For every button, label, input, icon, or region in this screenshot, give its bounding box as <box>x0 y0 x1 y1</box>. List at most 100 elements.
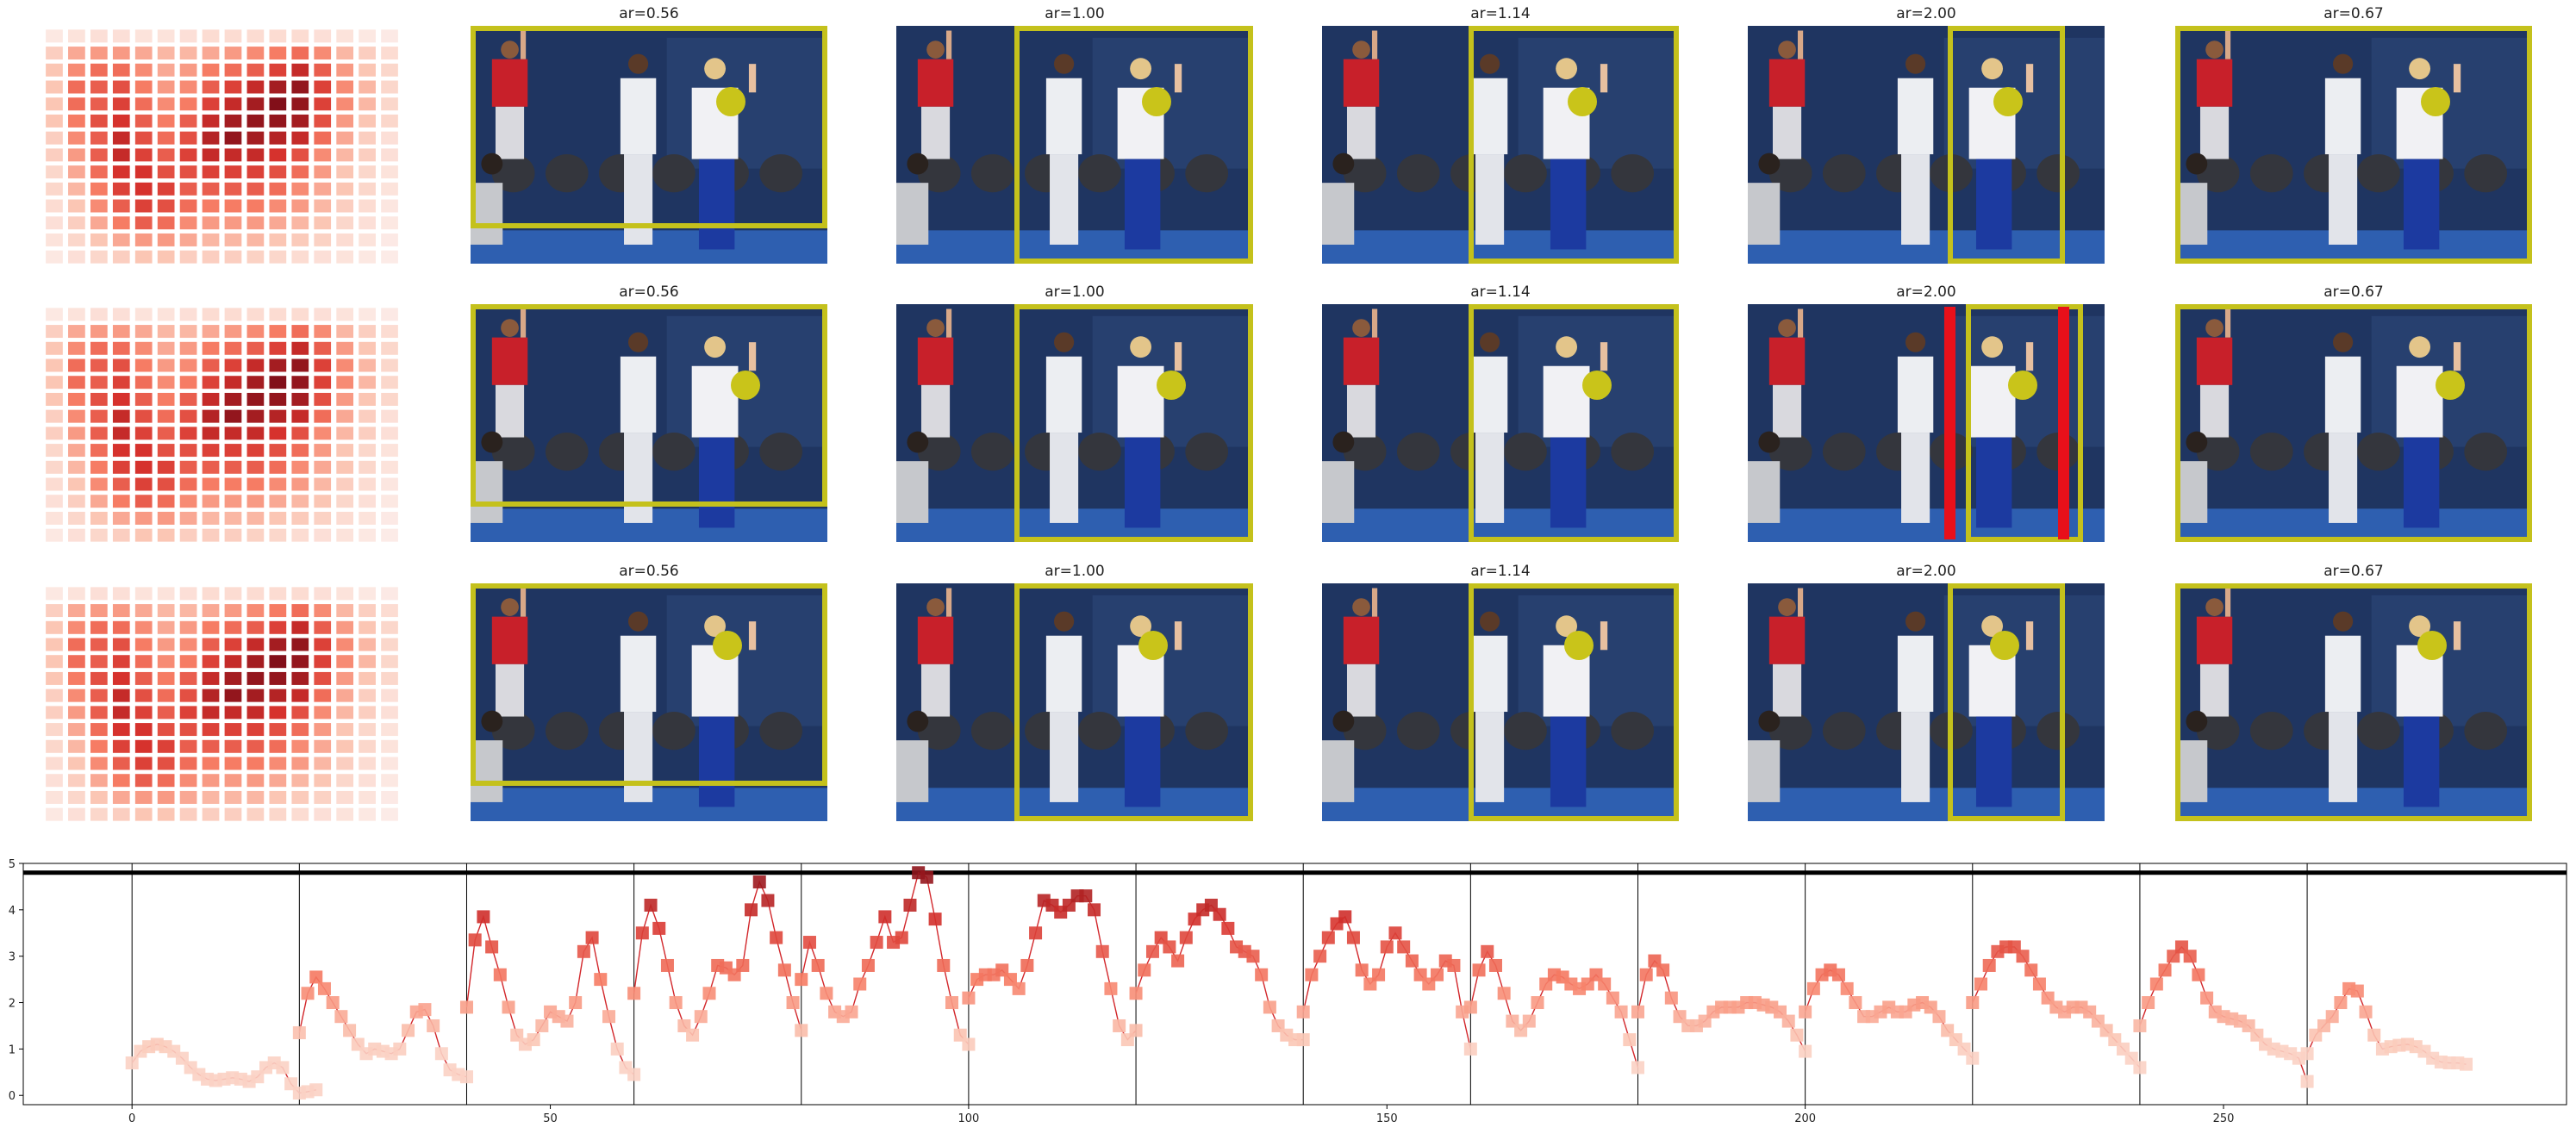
crop-preview-image <box>2175 583 2532 821</box>
heatmap-cell <box>291 216 309 230</box>
heatmap-cell <box>336 790 354 804</box>
heatmap-cell <box>157 97 175 111</box>
heatmap-cell <box>224 165 242 179</box>
heatmap-cell <box>314 495 332 508</box>
crop-preview-image <box>1322 583 1679 821</box>
crop-preview-image <box>2175 304 2532 542</box>
heatmap-cell <box>381 790 398 804</box>
heatmap-cell <box>112 444 130 458</box>
panel-title: ar=0.67 <box>2323 5 2384 22</box>
heatmap-cell <box>46 671 63 685</box>
data-point-marker <box>1163 940 1176 954</box>
heatmap-cell <box>269 706 287 720</box>
heatmap-cell <box>134 199 153 213</box>
heatmap-cell <box>359 511 376 525</box>
heatmap-cell <box>246 409 265 423</box>
data-point-marker <box>1079 889 1093 903</box>
data-point-marker <box>418 1003 432 1017</box>
data-point-marker <box>493 968 507 981</box>
heatmap-cell <box>68 688 85 702</box>
data-point-marker <box>1614 1005 1628 1019</box>
data-point-marker <box>745 903 758 917</box>
heatmap-cell <box>46 655 63 669</box>
heatmap-cell <box>359 460 376 474</box>
heatmap-cell <box>68 199 85 213</box>
heatmap-cell <box>179 182 197 196</box>
heatmap-cell <box>314 587 332 601</box>
heatmap-cell <box>336 638 354 651</box>
heatmap-cell <box>224 233 242 246</box>
heatmap-cell <box>134 325 153 339</box>
heatmap-cell <box>112 97 130 111</box>
heatmap-cell <box>179 376 197 389</box>
heatmap-cell <box>291 409 309 423</box>
x-tick-label: 0 <box>128 1112 135 1125</box>
heatmap-cell <box>314 790 332 804</box>
heatmap-cell <box>336 165 354 179</box>
heatmap-cell <box>381 587 398 601</box>
data-point-marker <box>669 996 683 1010</box>
heatmap-cell <box>134 495 153 508</box>
heatmap-cell <box>336 671 354 685</box>
panel-title: ar=0.56 <box>619 563 679 580</box>
saliency-center-dot <box>1142 87 1172 117</box>
heatmap-cell <box>224 392 242 406</box>
panel-title: ar=2.00 <box>1896 563 1956 580</box>
heatmap-cell <box>314 604 332 618</box>
heatmap-cell <box>134 80 153 94</box>
heatmap-cell <box>157 182 175 196</box>
heatmap-cell <box>68 739 85 753</box>
heatmap-cell <box>112 114 130 128</box>
y-tick-label: 2 <box>9 998 16 1011</box>
heatmap-cell <box>269 131 287 145</box>
heatmap-cell <box>46 233 63 246</box>
heatmap-cell <box>134 444 153 458</box>
heatmap-cell <box>381 80 398 94</box>
x-tick-label: 50 <box>543 1112 558 1125</box>
data-point-marker <box>1497 987 1511 1000</box>
data-point-marker <box>2142 996 2155 1010</box>
heatmap-cell <box>381 604 398 618</box>
heatmap-cell <box>134 706 153 720</box>
data-point-marker <box>309 970 323 984</box>
heatmap-cell <box>157 308 175 321</box>
heatmap-cell <box>336 774 354 788</box>
heatmap-cell <box>269 807 287 821</box>
data-point-marker <box>1656 963 1670 977</box>
heatmap-cell <box>179 620 197 634</box>
heatmap-cell <box>291 671 309 685</box>
crop-box <box>1468 26 1679 264</box>
heatmap-cell <box>381 199 398 213</box>
heatmap-cell <box>336 250 354 264</box>
heatmap-cell <box>359 47 376 60</box>
heatmap-cell <box>359 341 376 355</box>
heatmap-cell <box>336 233 354 246</box>
heatmap-cell <box>359 376 376 389</box>
heatmap-cell <box>381 148 398 162</box>
heatmap-cell <box>68 250 85 264</box>
red-boundary-bar <box>1943 306 1955 540</box>
heatmap-cell <box>68 97 85 111</box>
heatmap-cell <box>291 460 309 474</box>
heatmap-cell <box>179 63 197 77</box>
heatmap-cell <box>336 341 354 355</box>
data-point-marker <box>1088 903 1101 917</box>
heatmap-cell <box>336 587 354 601</box>
heatmap-cell <box>90 308 108 321</box>
heatmap-cell <box>90 655 108 669</box>
heatmap-cell <box>134 790 153 804</box>
heatmap-cell <box>381 655 398 669</box>
heatmap-cell <box>90 233 108 246</box>
heatmap-cell <box>46 620 63 634</box>
heatmap-cell <box>112 233 130 246</box>
heatmap-cell <box>179 807 197 821</box>
heatmap-cell <box>202 655 220 669</box>
heatmap-cell <box>224 131 242 145</box>
heatmap-cell <box>46 604 63 618</box>
heatmap-cell <box>68 655 85 669</box>
heatmap-cell <box>291 706 309 720</box>
heatmap-cell <box>224 444 242 458</box>
heatmap-cell <box>314 739 332 753</box>
panel-title: ar=1.00 <box>1045 5 1105 22</box>
heatmap-cell <box>291 250 309 264</box>
